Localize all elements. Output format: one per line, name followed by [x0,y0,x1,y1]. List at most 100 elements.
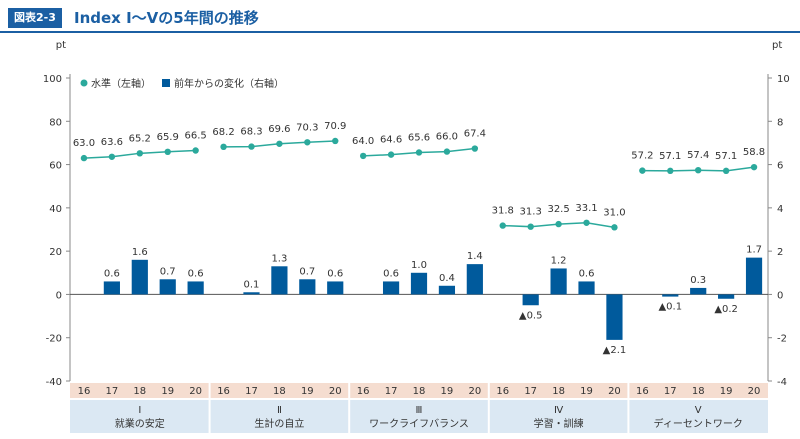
change-bar-label: 0.3 [690,275,706,286]
change-bar-label: 0.1 [244,279,260,290]
change-bar [718,294,735,299]
level-point-label: 65.6 [408,132,430,143]
figure-header: 図表2-3 Index Ⅰ～Ⅴの5年間の推移 [0,0,800,34]
year-tick-label: 18 [273,386,286,397]
level-point-label: 57.2 [631,151,653,162]
level-point [499,222,506,229]
group-name: ディーセントワーク [654,417,743,430]
level-point [136,150,143,157]
year-tick-label: 18 [552,386,565,397]
level-point-label: 70.3 [296,122,318,133]
change-bar [382,281,400,295]
level-point [80,154,88,162]
group-name: 生計の自立 [254,417,304,430]
header-rule [0,31,800,33]
year-tick-label: 18 [413,386,426,397]
change-bar [327,281,344,295]
right-axis-tick-label: 10 [777,74,790,85]
change-bar-label: 0.6 [579,268,595,279]
year-strip [70,383,768,398]
level-point [471,145,479,152]
change-bar [745,257,763,295]
group-name: 就業の安定 [115,417,165,430]
level-point-label: 65.9 [157,132,179,143]
year-tick-label: 17 [106,386,119,397]
level-point-label: 33.1 [575,203,597,214]
right-axis-tick-label: -2 [777,334,787,345]
group-numeral: Ⅳ [554,405,564,416]
change-bar [410,272,428,295]
level-point-label: 66.0 [436,132,458,143]
change-bar-label: ▲0.5 [519,310,543,321]
change-bar [690,287,707,295]
level-point [583,219,590,226]
level-point [387,151,395,158]
level-point-label: 70.9 [324,121,346,132]
change-bar-label: ▲2.1 [603,345,627,356]
level-point [248,143,255,150]
level-point-label: 57.1 [659,151,681,162]
left-axis-tick-label: 20 [49,247,62,258]
right-axis-unit: pt [772,40,782,51]
level-point-label: 64.6 [380,135,402,146]
change-bar [438,285,456,295]
level-point-label: 31.0 [603,207,625,218]
change-bar [578,281,595,295]
right-axis-tick-label: 0 [777,290,783,301]
level-point-label: 63.0 [73,138,95,149]
level-point [722,167,730,175]
figure-number-badge: 図表2-3 [8,8,62,28]
level-point [359,152,367,160]
level-point [750,163,758,171]
legend-change-label: 前年からの変化（右軸） [174,77,284,90]
change-bar [103,281,120,295]
year-tick-label: 19 [161,386,174,397]
level-point-label: 63.6 [101,137,123,148]
year-tick-label: 19 [580,386,593,397]
change-bar-label: 0.6 [383,268,399,279]
level-point [192,147,199,154]
group-numeral: Ⅲ [416,405,423,416]
group-strip [70,400,768,433]
change-bar [243,292,260,295]
level-point [220,143,227,151]
change-bar [299,279,316,295]
right-axis-tick-label: 8 [777,117,783,128]
level-point [667,167,674,175]
level-point-label: 65.2 [129,133,151,144]
change-bar-label: 0.4 [439,273,455,284]
year-tick-label: 18 [692,386,705,397]
level-point-label: 66.5 [185,131,207,142]
change-bar-label: 0.6 [327,268,343,279]
year-tick-label: 20 [608,386,621,397]
change-bar-label: 1.2 [551,255,567,266]
level-point [555,220,562,228]
change-bar [522,294,539,306]
level-point [639,167,646,174]
change-bar-label: ▲0.2 [714,304,738,315]
year-tick-label: 20 [329,386,342,397]
change-bar [271,266,288,295]
year-tick-label: 17 [385,386,398,397]
year-tick-label: 18 [133,386,146,397]
year-tick-label: 19 [301,386,314,397]
change-bar [550,268,567,295]
level-point-label: 68.2 [212,127,234,138]
year-tick-label: 16 [217,386,230,397]
group-name: 学習・訓練 [534,417,584,430]
level-point-label: 57.1 [715,151,737,162]
left-axis-tick-label: 40 [49,204,62,215]
change-bar-label: ▲0.1 [658,302,682,313]
year-tick-label: 20 [189,386,202,397]
year-tick-label: 17 [524,386,537,397]
change-bar-label: 0.6 [188,268,204,279]
group-numeral: Ⅴ [695,405,702,416]
change-bar-label: 1.4 [467,251,483,262]
level-point [164,148,171,156]
year-tick-label: 17 [664,386,677,397]
level-point [443,148,451,155]
year-tick-label: 16 [496,386,509,397]
left-axis-tick-label: -20 [46,334,62,345]
legend-level-label: 水準（左軸） [91,77,151,90]
left-axis-tick-label: 100 [43,74,62,85]
